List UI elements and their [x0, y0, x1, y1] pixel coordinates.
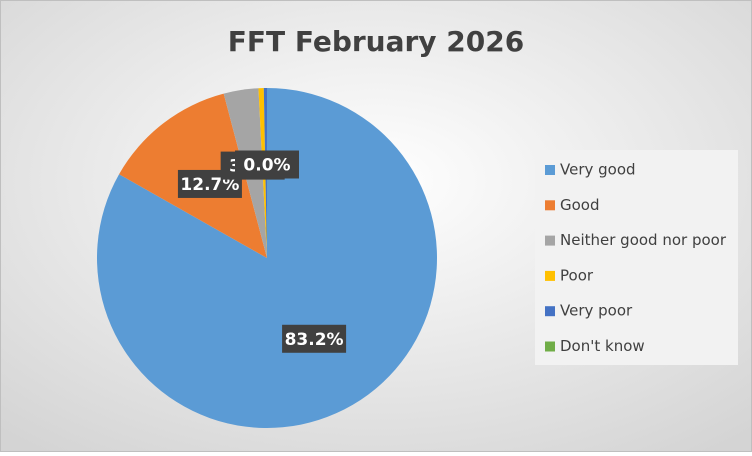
chart-title: FFT February 2026	[228, 25, 525, 58]
legend-label: Very poor	[560, 302, 633, 320]
legend-swatch	[545, 165, 555, 175]
legend-swatch	[545, 270, 555, 281]
legend-label: Poor	[560, 266, 594, 284]
legend-box	[535, 150, 738, 365]
legend-swatch	[545, 200, 555, 211]
data-label-bg	[282, 324, 347, 353]
data-label: 12.7%	[180, 175, 239, 195]
data-label: 83.2%	[285, 330, 344, 350]
legend-swatch	[545, 235, 555, 246]
legend-swatch	[545, 341, 555, 352]
legend-swatch	[545, 306, 555, 317]
legend-label: Neither good nor poor	[560, 231, 727, 249]
data-label-bg	[235, 150, 299, 179]
data-label: 0.0%	[243, 156, 290, 176]
legend-label: Good	[560, 196, 600, 214]
legend-label: Don't know	[560, 337, 645, 355]
legend-label: Very good	[560, 161, 636, 179]
